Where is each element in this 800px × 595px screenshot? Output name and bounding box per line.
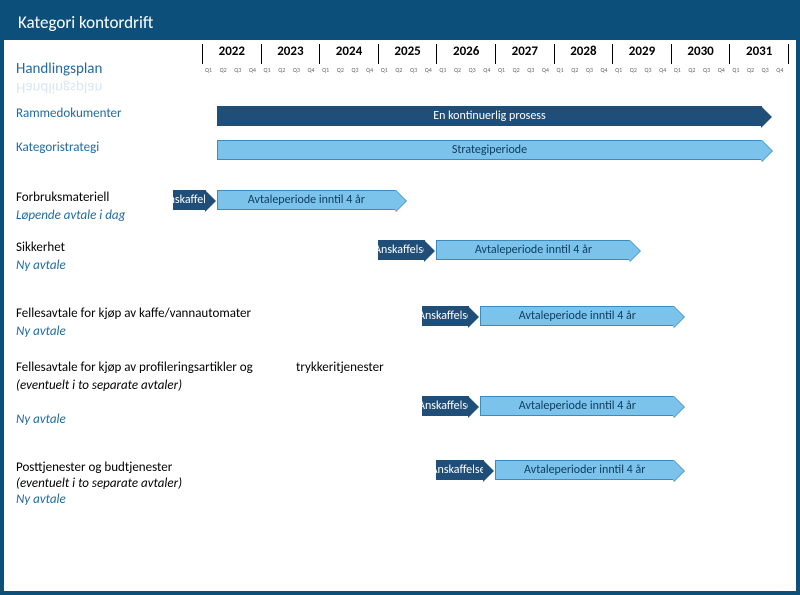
quarter-tick: Q1 (554, 66, 567, 74)
quarter-tick: Q3 (583, 66, 596, 74)
quarter-tick: Q3 (700, 66, 713, 74)
year-header: 2022 (202, 44, 261, 64)
quarter-tick: Q2 (627, 66, 640, 74)
year-header: 2027 (495, 44, 554, 64)
timeline-bar: En kontinuerlig prosess (217, 106, 763, 126)
page-title: Kategori kontordrift (4, 4, 796, 40)
quarter-tick: Q3 (407, 66, 420, 74)
quarter-tick: Q1 (261, 66, 274, 74)
quarter-tick: Q2 (334, 66, 347, 74)
quarter-tick: Q4 (539, 66, 552, 74)
quarter-tick: Q4 (305, 66, 318, 74)
timeline-bar: Avtaleperiode inntil 4 år (480, 396, 674, 416)
year-header: 2026 (436, 44, 495, 64)
quarter-tick: Q1 (378, 66, 391, 74)
quarter-tick: Q1 (202, 66, 215, 74)
year-header: 2028 (554, 44, 613, 64)
row-label: Ny avtale (16, 412, 66, 427)
quarter-tick: Q2 (392, 66, 405, 74)
quarter-tick: Q1 (495, 66, 508, 74)
quarter-tick: Q4 (773, 66, 786, 74)
timeline-bar: Avtaleperiode inntil 4 år (436, 240, 630, 260)
timeline-bar: Anskaffelser (436, 460, 484, 480)
timeline-bar: Anskaffelse (378, 240, 426, 260)
quarter-tick: Q1 (729, 66, 742, 74)
quarter-tick: Q1 (319, 66, 332, 74)
timeline-bar: Anskaffelse (173, 190, 206, 210)
row-label: (eventuelt i to separate avtaler) (16, 476, 182, 491)
timeline-bar: Avtaleperioder inntil 4 år (495, 460, 674, 480)
timeline-bar: Avtaleperiode inntil 4 år (217, 190, 396, 210)
row-label: Fellesavtale for kjøp av profileringsart… (16, 360, 253, 375)
timeline-bar: Strategiperiode (217, 140, 763, 160)
handlingsplan-mirror: Handlingsplan (16, 78, 102, 96)
row-label: Sikkerhet (16, 240, 65, 255)
frame: Kategori kontordrift Handlingsplan Handl… (0, 0, 800, 595)
quarter-tick: Q2 (510, 66, 523, 74)
row-label: trykkeritjenester (296, 360, 384, 375)
year-header: 2025 (378, 44, 437, 64)
quarter-tick: Q2 (451, 66, 464, 74)
quarter-tick: Q1 (612, 66, 625, 74)
year-header: 2030 (671, 44, 730, 64)
row-label: Forbruksmateriell (16, 190, 109, 205)
quarter-tick: Q2 (568, 66, 581, 74)
quarter-tick: Q3 (349, 66, 362, 74)
timeline-bar: Anskaffelse (422, 306, 470, 326)
timeline-chart: Handlingsplan Handlingsplan 2022Q1Q2Q3Q4… (12, 44, 788, 583)
quarter-tick: Q4 (422, 66, 435, 74)
quarter-tick: Q1 (671, 66, 684, 74)
quarter-tick: Q2 (685, 66, 698, 74)
row-label: Ny avtale (16, 492, 66, 507)
quarter-tick: Q3 (290, 66, 303, 74)
quarter-tick: Q4 (246, 66, 259, 74)
row-label: Ny avtale (16, 258, 66, 273)
timeline-bar: Avtaleperiode inntil 4 år (480, 306, 674, 326)
timeline-bar: Anskaffelse (422, 396, 470, 416)
quarter-tick: Q4 (363, 66, 376, 74)
year-header: 2029 (612, 44, 671, 64)
quarter-tick: Q3 (524, 66, 537, 74)
year-header: 2031 (729, 44, 788, 64)
row-label: Fellesavtale for kjøp av kaffe/vannautom… (16, 306, 251, 321)
row-label: Løpende avtale i dag (16, 208, 125, 223)
quarter-tick: Q2 (275, 66, 288, 74)
year-header: 2024 (319, 44, 378, 64)
handlingsplan-label: Handlingsplan (16, 60, 102, 78)
row-label: Posttjenester og budtjenester (16, 460, 172, 475)
quarter-tick: Q1 (436, 66, 449, 74)
quarter-tick: Q4 (480, 66, 493, 74)
quarter-tick: Q4 (598, 66, 611, 74)
row-label: Ny avtale (16, 324, 66, 339)
row-label: Rammedokumenter (16, 106, 122, 121)
quarter-tick: Q2 (744, 66, 757, 74)
year-header: 2023 (261, 44, 320, 64)
quarter-tick: Q3 (759, 66, 772, 74)
row-label: Kategoristrategi (16, 140, 99, 155)
quarter-tick: Q4 (656, 66, 669, 74)
quarter-tick: Q4 (715, 66, 728, 74)
quarter-tick: Q3 (231, 66, 244, 74)
row-label: (eventuelt i to separate avtaler) (16, 378, 182, 393)
quarter-tick: Q3 (642, 66, 655, 74)
quarter-tick: Q2 (217, 66, 230, 74)
quarter-tick: Q3 (466, 66, 479, 74)
